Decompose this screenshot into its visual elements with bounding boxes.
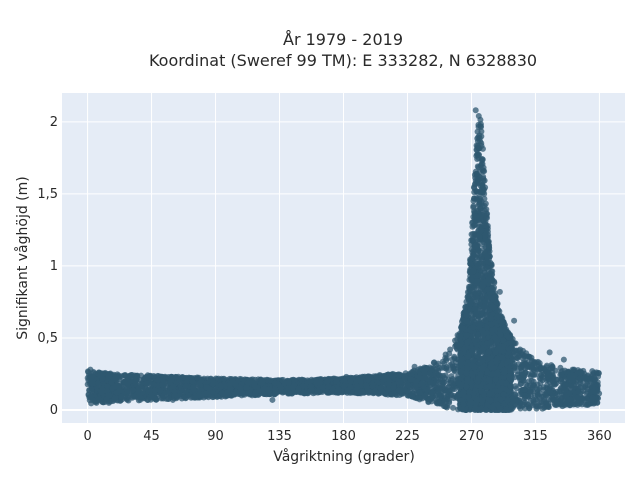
data-point [537, 379, 544, 386]
data-point [428, 366, 435, 373]
data-point [473, 188, 480, 195]
data-point [486, 244, 493, 251]
data-point [452, 343, 459, 350]
data-point [520, 371, 527, 378]
data-point [142, 385, 149, 392]
data-point [423, 386, 430, 393]
data-point [552, 367, 559, 374]
data-point [485, 239, 492, 246]
data-point [482, 184, 489, 191]
data-point [487, 259, 494, 266]
data-point [447, 362, 454, 368]
data-point [479, 156, 486, 163]
data-point [527, 387, 534, 394]
data-point [483, 212, 490, 219]
data-point [476, 195, 483, 202]
data-point [134, 372, 141, 379]
data-point [535, 358, 542, 365]
data-point [470, 252, 477, 259]
data-point [436, 400, 443, 407]
data-point [530, 399, 537, 406]
data-point [528, 354, 535, 361]
data-point [451, 353, 458, 360]
data-point [125, 397, 132, 404]
data-point [470, 203, 477, 210]
data-point [479, 189, 486, 196]
data-point [455, 373, 462, 380]
data-point [450, 404, 457, 411]
data-point [579, 396, 586, 403]
data-point [487, 315, 494, 322]
data-points [84, 107, 603, 414]
data-point [545, 396, 552, 403]
chart-title-line-1: År 1979 - 2019 [283, 30, 403, 49]
chart-title-line-2: Koordinat (Sweref 99 TM): E 333282, N 63… [149, 51, 537, 70]
data-point [483, 228, 490, 235]
data-point [538, 371, 545, 378]
